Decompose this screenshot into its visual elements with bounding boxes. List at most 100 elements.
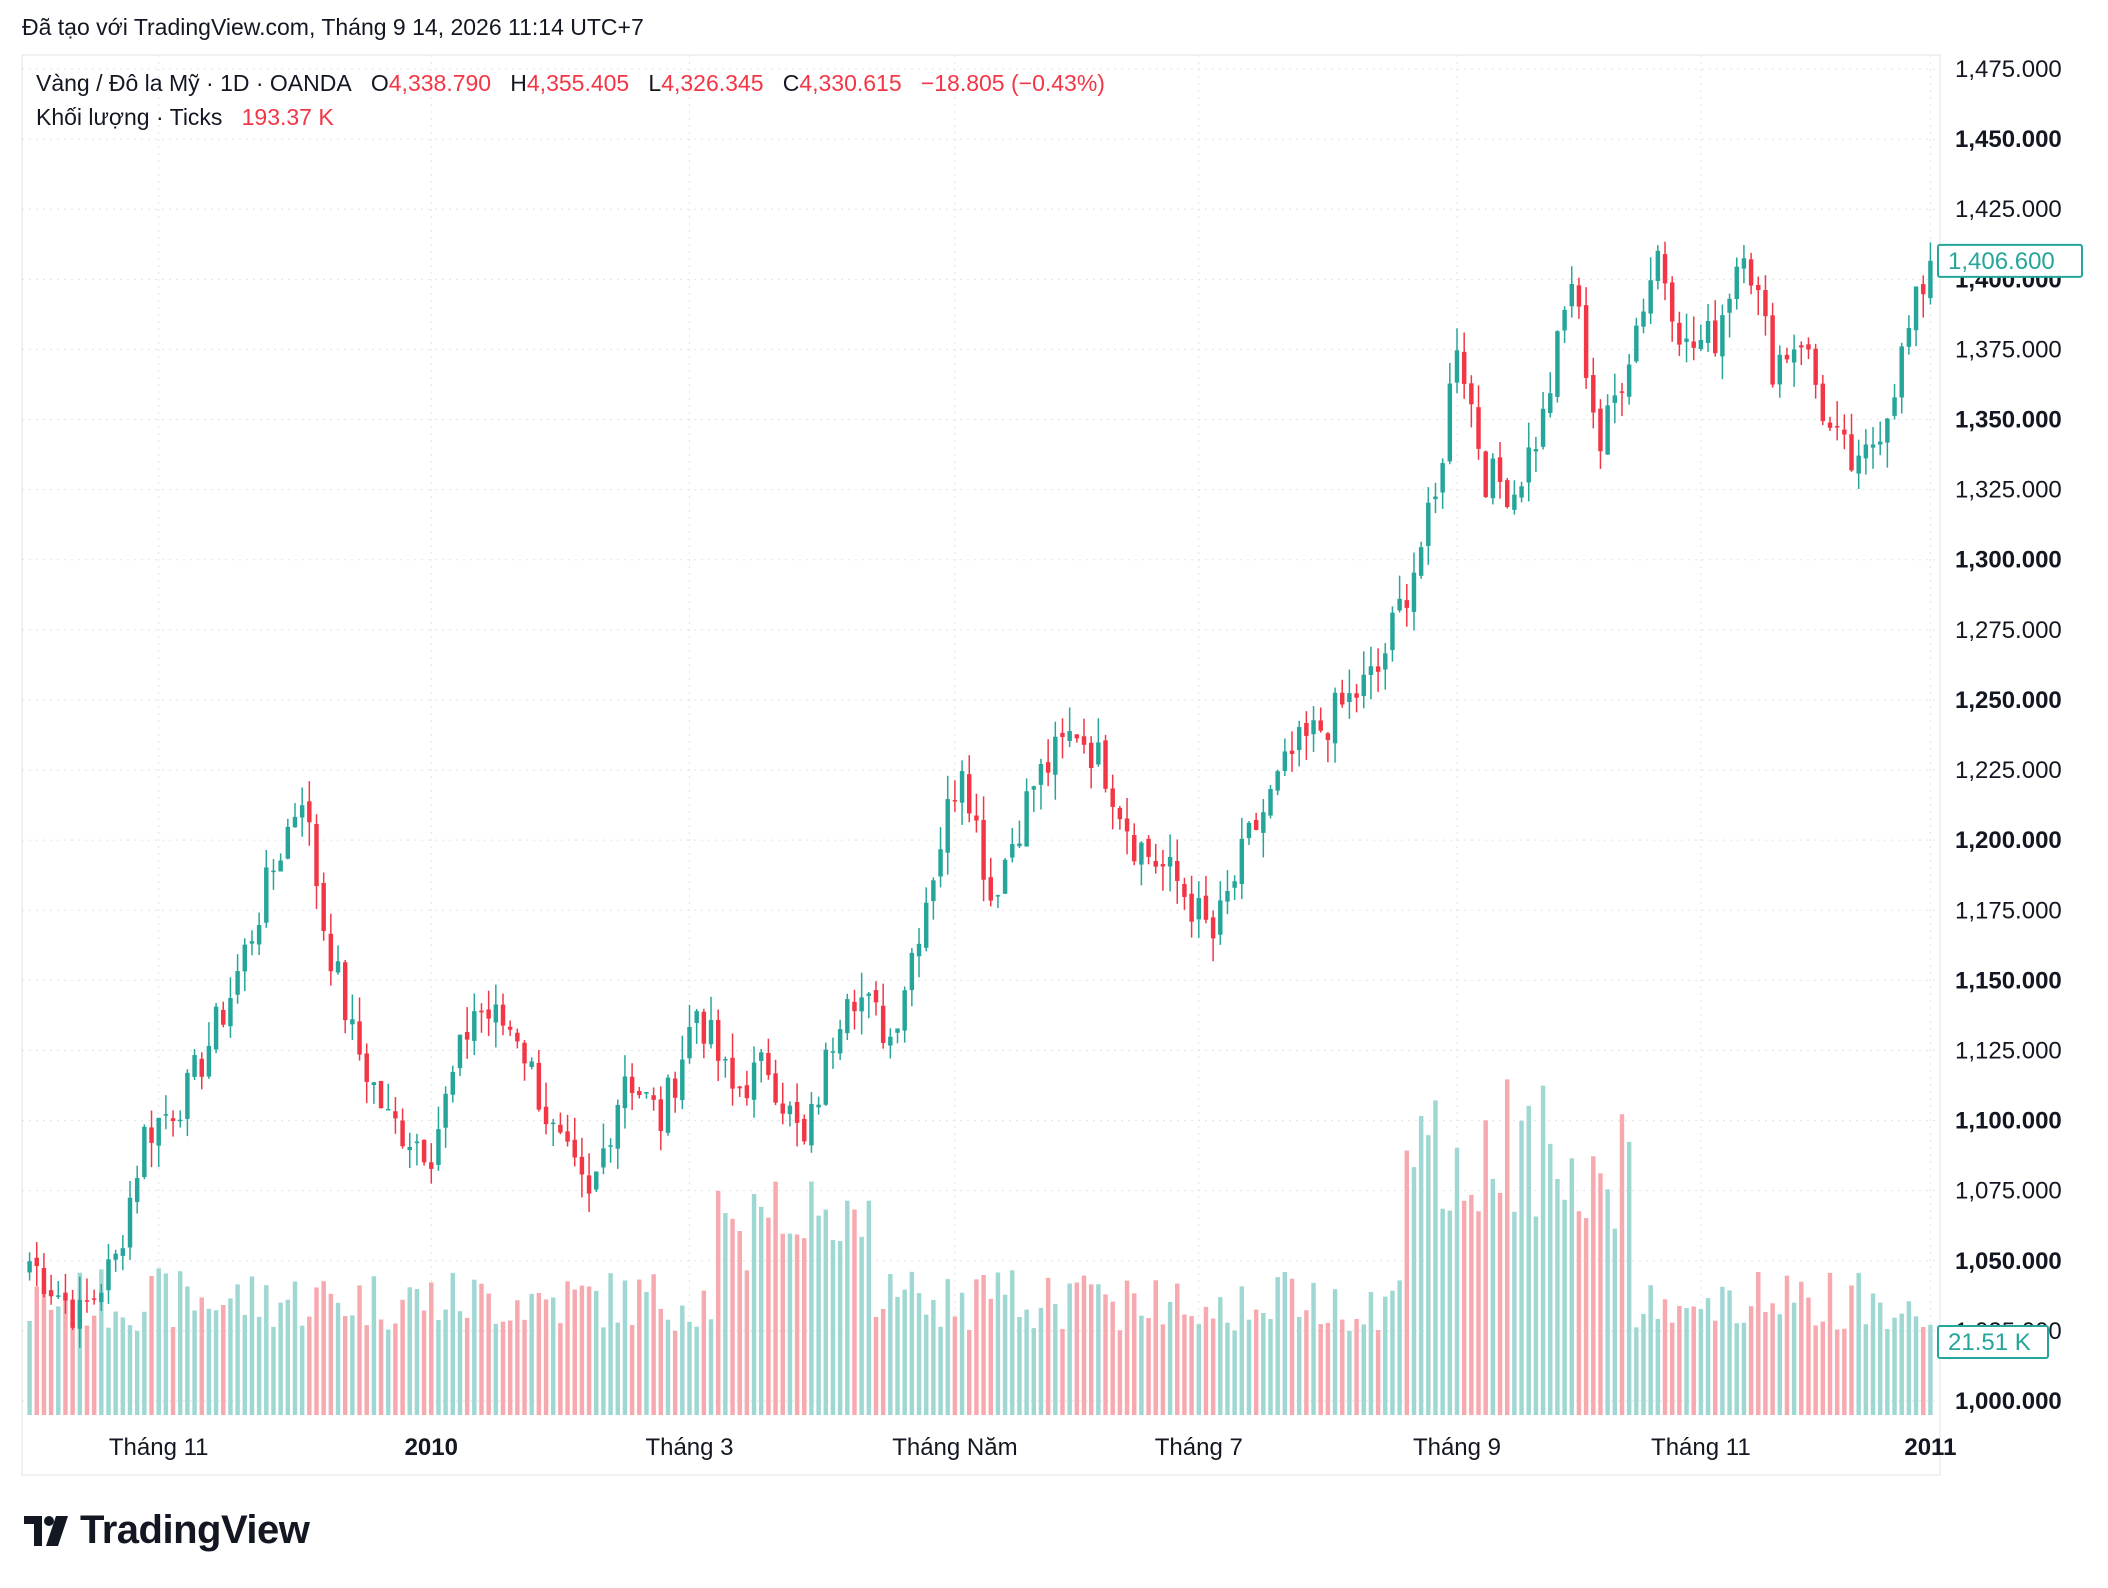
volume-bar xyxy=(1081,1275,1087,1415)
candle-body xyxy=(134,1178,140,1202)
volume-bar xyxy=(464,1317,470,1415)
volume-bar xyxy=(859,1236,864,1415)
candle-body xyxy=(350,1019,355,1025)
volume-bar xyxy=(1842,1328,1847,1415)
y-tick-label: 1,150.000 xyxy=(1955,967,2062,994)
volume-bar xyxy=(134,1330,140,1415)
volume-bar xyxy=(63,1297,68,1415)
tradingview-logo[interactable]: TradingView xyxy=(24,1508,310,1553)
candle-body xyxy=(967,774,972,814)
change-value: −18.805 (−0.43%) xyxy=(920,70,1105,96)
volume-bar xyxy=(1210,1318,1216,1415)
volume-bar xyxy=(1863,1324,1869,1415)
volume-label[interactable]: Khối lượng · Ticks xyxy=(36,104,223,130)
volume-bar xyxy=(1713,1320,1718,1415)
volume-bar xyxy=(84,1325,90,1415)
volume-bar xyxy=(1799,1281,1804,1415)
candle-body xyxy=(550,1122,556,1125)
volume-bar xyxy=(787,1233,793,1415)
volume-bar xyxy=(27,1320,32,1415)
candle-body xyxy=(744,1085,750,1099)
candle-body xyxy=(177,1119,183,1122)
volume-bar xyxy=(909,1271,915,1415)
close-label: C xyxy=(782,70,800,96)
candle-body xyxy=(536,1062,542,1110)
y-tick-label: 1,450.000 xyxy=(1955,126,2062,153)
volume-bar xyxy=(1548,1143,1553,1415)
open-label: O xyxy=(370,70,389,96)
volume-value: 193.37 K xyxy=(241,104,334,130)
candle-body xyxy=(1160,864,1166,867)
candle-body xyxy=(1002,859,1008,894)
candle-body xyxy=(1526,447,1531,483)
candle-body xyxy=(221,1009,226,1025)
volume-bar xyxy=(1669,1322,1675,1415)
candle-body xyxy=(77,1299,83,1329)
candle-body xyxy=(235,971,240,995)
volume-bar xyxy=(450,1272,456,1415)
candle-body xyxy=(41,1267,47,1295)
volume-bar xyxy=(1791,1302,1797,1415)
candle-body xyxy=(565,1131,570,1142)
volume-bar xyxy=(1655,1318,1661,1415)
candle-body xyxy=(995,895,1001,897)
candle-body xyxy=(1562,309,1567,331)
volume-bar xyxy=(335,1302,341,1415)
candle-body xyxy=(192,1055,197,1077)
volume-bar xyxy=(1598,1173,1603,1415)
candle-body xyxy=(1555,331,1560,397)
candle-body xyxy=(1734,266,1739,300)
volume-bar xyxy=(522,1319,527,1415)
volume-bar xyxy=(1182,1314,1187,1415)
volume-bar xyxy=(393,1323,398,1415)
volume-bar xyxy=(701,1290,707,1415)
candle-body xyxy=(1096,742,1101,765)
volume-bar xyxy=(99,1269,104,1415)
candle-body xyxy=(314,823,319,887)
y-tick-label: 1,125.000 xyxy=(1955,1037,2062,1064)
volume-bar xyxy=(1045,1277,1051,1415)
candle-body xyxy=(264,867,269,923)
volume-bar xyxy=(866,1200,872,1415)
volume-bar xyxy=(1131,1293,1137,1415)
volume-bar xyxy=(1885,1329,1890,1415)
volume-bar xyxy=(1175,1283,1180,1415)
volume-bar xyxy=(1490,1178,1496,1415)
candle-body xyxy=(1131,835,1137,862)
volume-bar xyxy=(1325,1322,1331,1415)
candle-body xyxy=(1354,693,1359,698)
volume-bar xyxy=(1397,1280,1402,1415)
volume-bar xyxy=(41,1286,47,1415)
volume-bar xyxy=(1311,1282,1316,1415)
candle-body xyxy=(802,1118,807,1142)
candle-body xyxy=(142,1126,147,1178)
candle-body xyxy=(1662,254,1668,284)
volume-bar xyxy=(852,1209,857,1415)
volume-bar xyxy=(780,1233,785,1415)
candle-body xyxy=(1268,788,1273,816)
candle-body xyxy=(1289,750,1295,755)
volume-bar xyxy=(1411,1167,1417,1415)
candle-body xyxy=(364,1053,369,1082)
candle-body xyxy=(1756,284,1761,291)
volume-bar xyxy=(292,1281,298,1415)
candle-body xyxy=(1282,751,1288,771)
volume-bar xyxy=(1533,1216,1539,1415)
y-tick-label: 1,075.000 xyxy=(1955,1178,2062,1205)
candle-body xyxy=(1225,891,1230,902)
candle-body xyxy=(63,1292,68,1301)
volume-bar xyxy=(1720,1286,1725,1415)
volume-bar xyxy=(378,1319,384,1415)
candle-body xyxy=(1038,764,1044,785)
x-tick-label: 2010 xyxy=(405,1434,458,1461)
candle-body xyxy=(1347,693,1352,703)
candle-body xyxy=(1010,843,1015,858)
volume-bar xyxy=(694,1326,699,1415)
y-tick-label: 1,050.000 xyxy=(1955,1248,2062,1275)
volume-bar xyxy=(70,1322,75,1415)
volume-bar xyxy=(1583,1217,1589,1415)
symbol-label[interactable]: Vàng / Đô la Mỹ · 1D · OANDA xyxy=(36,70,352,96)
high-label: H xyxy=(510,70,527,96)
candle-body xyxy=(1720,315,1725,357)
